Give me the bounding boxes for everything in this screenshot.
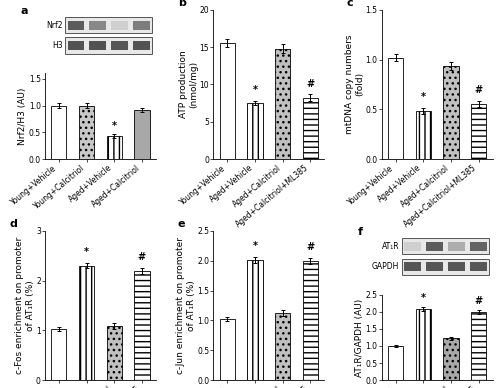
Bar xyxy=(471,312,486,380)
Bar xyxy=(65,38,152,54)
Text: GAPDH: GAPDH xyxy=(372,262,400,271)
Bar xyxy=(133,41,150,50)
Bar xyxy=(448,262,464,271)
Bar xyxy=(65,17,152,33)
Text: *: * xyxy=(421,92,426,102)
Bar xyxy=(112,21,128,29)
Text: b: b xyxy=(178,0,186,8)
Bar xyxy=(79,106,94,159)
Bar xyxy=(388,346,403,380)
Text: *: * xyxy=(84,247,89,257)
Y-axis label: c-Jun enrichment on promoter
of AT₁R (%): c-Jun enrichment on promoter of AT₁R (%) xyxy=(176,237,196,374)
Bar xyxy=(275,313,290,380)
Y-axis label: Nrf2/H3 (AU): Nrf2/H3 (AU) xyxy=(18,88,28,145)
Bar xyxy=(470,262,486,271)
Bar xyxy=(426,242,443,251)
Text: #: # xyxy=(306,242,314,252)
Bar xyxy=(416,309,431,380)
Bar xyxy=(68,21,84,29)
Bar xyxy=(51,106,66,159)
Bar xyxy=(275,48,290,159)
Y-axis label: AT₁R/GAPDH (AU): AT₁R/GAPDH (AU) xyxy=(355,298,364,376)
Y-axis label: c-Fos enrichment on promoter
of AT₁R (%): c-Fos enrichment on promoter of AT₁R (%) xyxy=(15,237,34,374)
Bar xyxy=(68,41,84,50)
Bar xyxy=(133,21,150,29)
Bar xyxy=(470,242,486,251)
Bar xyxy=(388,57,403,159)
Text: e: e xyxy=(178,219,186,229)
Text: Nrf2: Nrf2 xyxy=(46,21,62,29)
Bar xyxy=(220,319,235,380)
Text: f: f xyxy=(358,227,362,237)
Bar xyxy=(90,21,106,29)
Bar xyxy=(248,260,262,380)
Bar xyxy=(448,242,464,251)
Text: AT₁R: AT₁R xyxy=(382,242,400,251)
Bar xyxy=(134,271,150,380)
Text: #: # xyxy=(138,252,146,262)
Bar xyxy=(471,104,486,159)
Bar xyxy=(112,41,128,50)
Text: *: * xyxy=(112,121,116,130)
Bar xyxy=(106,136,122,159)
Bar xyxy=(302,261,318,380)
Text: #: # xyxy=(474,296,482,306)
Text: *: * xyxy=(252,85,258,95)
Text: a: a xyxy=(20,5,28,16)
Bar xyxy=(134,110,150,159)
Bar xyxy=(302,98,318,159)
Text: d: d xyxy=(10,219,18,229)
Bar xyxy=(402,258,489,275)
Text: c: c xyxy=(346,0,353,8)
Bar xyxy=(444,338,458,380)
Bar xyxy=(444,66,458,159)
Bar xyxy=(220,43,235,159)
Bar xyxy=(248,103,262,159)
Y-axis label: mtDNA copy numbers
(fold): mtDNA copy numbers (fold) xyxy=(344,35,364,134)
Bar xyxy=(90,41,106,50)
Bar xyxy=(426,262,443,271)
Text: #: # xyxy=(306,78,314,88)
Text: H3: H3 xyxy=(52,41,62,50)
Text: #: # xyxy=(474,85,482,95)
Text: *: * xyxy=(421,293,426,303)
Bar xyxy=(404,242,421,251)
Bar xyxy=(51,329,66,380)
Bar xyxy=(79,266,94,380)
Bar xyxy=(106,326,122,380)
Y-axis label: ATP production
(nmol/mg): ATP production (nmol/mg) xyxy=(179,50,198,118)
Bar xyxy=(402,238,489,255)
Bar xyxy=(416,111,431,159)
Text: *: * xyxy=(252,241,258,251)
Bar xyxy=(404,262,421,271)
